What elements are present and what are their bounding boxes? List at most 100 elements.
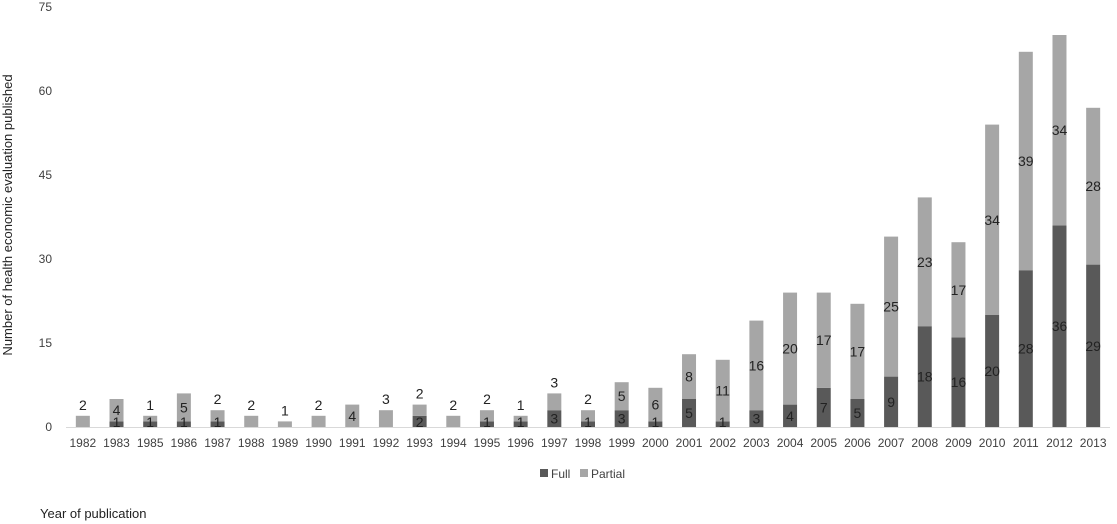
data-label-full: 9 <box>887 394 895 410</box>
bar-full-1999 <box>614 410 629 427</box>
y-axis-ticks: 0 15 30 45 60 75 <box>39 0 53 434</box>
bar-full-1986 <box>176 421 191 427</box>
data-label-full: 1 <box>584 414 592 430</box>
data-label-partial: 5 <box>618 388 626 404</box>
bar-partial-2006 <box>850 303 865 399</box>
x-tick-label: 1998 <box>575 436 602 450</box>
bar-partial-2009 <box>951 242 966 338</box>
data-label-partial: 23 <box>917 254 933 270</box>
x-tick-label: 2007 <box>878 436 905 450</box>
data-label-partial: 28 <box>1085 178 1101 194</box>
data-label-full: 36 <box>1052 318 1068 334</box>
x-tick-label: 2011 <box>1013 436 1039 450</box>
bar-full-2002 <box>715 421 730 427</box>
data-label-partial: 8 <box>685 369 693 385</box>
x-tick-label: 2006 <box>844 436 871 450</box>
data-label-full: 1 <box>113 414 121 430</box>
bar-full-2007 <box>884 376 899 427</box>
bar-partial-2000 <box>648 387 663 422</box>
legend-swatch-partial <box>580 469 588 477</box>
bar-partial-1990 <box>311 415 326 427</box>
bar-full-2011 <box>1018 270 1033 427</box>
x-tick-label: 1994 <box>440 436 467 450</box>
x-axis-ticks: 1982 1983 1985 1986 1987 1988 1989 1990 1991 1992… <box>69 436 1106 450</box>
y-tick-label: 75 <box>39 0 53 14</box>
bar-full-1987 <box>210 421 225 427</box>
bar-full-1983 <box>109 421 124 427</box>
legend: Full Partial <box>540 467 625 481</box>
data-label-partial: 1 <box>517 397 525 413</box>
data-label-partial: 20 <box>782 341 798 357</box>
x-tick-label: 1999 <box>608 436 635 450</box>
bar-partial-1986 <box>176 393 191 422</box>
bar-partial-2007 <box>884 236 899 377</box>
data-label-partial: 17 <box>951 282 967 298</box>
data-label-partial: 34 <box>984 212 1000 228</box>
data-label-partial: 16 <box>749 357 765 373</box>
data-label-partial: 34 <box>1052 122 1068 138</box>
x-tick-label: 2012 <box>1046 436 1073 450</box>
data-label-partial: 11 <box>715 383 730 399</box>
data-label-partial: 2 <box>315 397 323 413</box>
data-label-partial: 2 <box>584 391 592 407</box>
x-tick-label: 1982 <box>69 436 96 450</box>
y-tick-label: 45 <box>39 168 53 182</box>
x-tick-label: 1996 <box>507 436 534 450</box>
bar-partial-2004 <box>783 292 798 405</box>
x-axis-title: Year of publication <box>40 506 147 521</box>
bar-partial-1996 <box>513 415 528 422</box>
data-label-full: 3 <box>618 411 626 427</box>
y-tick-label: 15 <box>39 336 53 350</box>
data-label-partial: 2 <box>79 397 87 413</box>
y-axis-title: Number of health economic evaluation pub… <box>0 74 15 355</box>
x-tick-label: 1988 <box>238 436 265 450</box>
data-label-full: 1 <box>180 414 188 430</box>
data-label-partial: 1 <box>281 402 289 418</box>
data-label-partial: 39 <box>1018 153 1034 169</box>
bar-full-2013 <box>1086 264 1101 427</box>
x-tick-label: 1986 <box>171 436 198 450</box>
y-tick-label: 60 <box>39 84 53 98</box>
data-label-full: 28 <box>1018 341 1034 357</box>
x-tick-label: 1987 <box>204 436 231 450</box>
data-label-full: 1 <box>483 414 491 430</box>
bar-full-2003 <box>749 410 764 427</box>
bar-full-1985 <box>143 421 158 427</box>
x-tick-label: 1995 <box>474 436 501 450</box>
x-tick-label: 1991 <box>339 436 366 450</box>
data-label-full: 16 <box>951 374 967 390</box>
data-label-partial: 2 <box>416 386 424 402</box>
bars <box>75 35 1101 427</box>
x-tick-label: 1990 <box>305 436 332 450</box>
data-label-full: 1 <box>719 414 727 430</box>
bar-full-2012 <box>1052 225 1067 427</box>
x-tick-label: 2009 <box>945 436 972 450</box>
x-tick-label: 2005 <box>810 436 837 450</box>
data-label-partial: 4 <box>113 402 121 418</box>
data-label-partial: 1 <box>146 397 154 413</box>
x-tick-label: 2013 <box>1080 436 1107 450</box>
bar-full-2006 <box>850 399 865 427</box>
bar-full-1996 <box>513 421 528 427</box>
bar-full-1998 <box>581 421 595 427</box>
data-label-partial: 3 <box>550 374 558 390</box>
bar-partial-2002 <box>715 359 730 422</box>
x-tick-label: 2003 <box>743 436 770 450</box>
bar-partial-1992 <box>378 410 393 427</box>
bar-partial-1985 <box>143 415 158 422</box>
data-label-full: 1 <box>214 414 222 430</box>
bar-full-1993 <box>412 415 427 427</box>
x-tick-label: 1983 <box>103 436 130 450</box>
data-label-full: 18 <box>917 369 933 385</box>
x-tick-label: 2004 <box>777 436 804 450</box>
bar-partial-1995 <box>479 410 494 422</box>
bar-full-2004 <box>783 404 798 427</box>
bar-partial-1997 <box>547 393 562 411</box>
data-label-partial: 17 <box>850 343 866 359</box>
bar-partial-2003 <box>749 320 764 411</box>
data-label-partial: 17 <box>816 332 832 348</box>
bar-partial-1983 <box>109 399 124 422</box>
data-label-partial: 2 <box>214 391 222 407</box>
